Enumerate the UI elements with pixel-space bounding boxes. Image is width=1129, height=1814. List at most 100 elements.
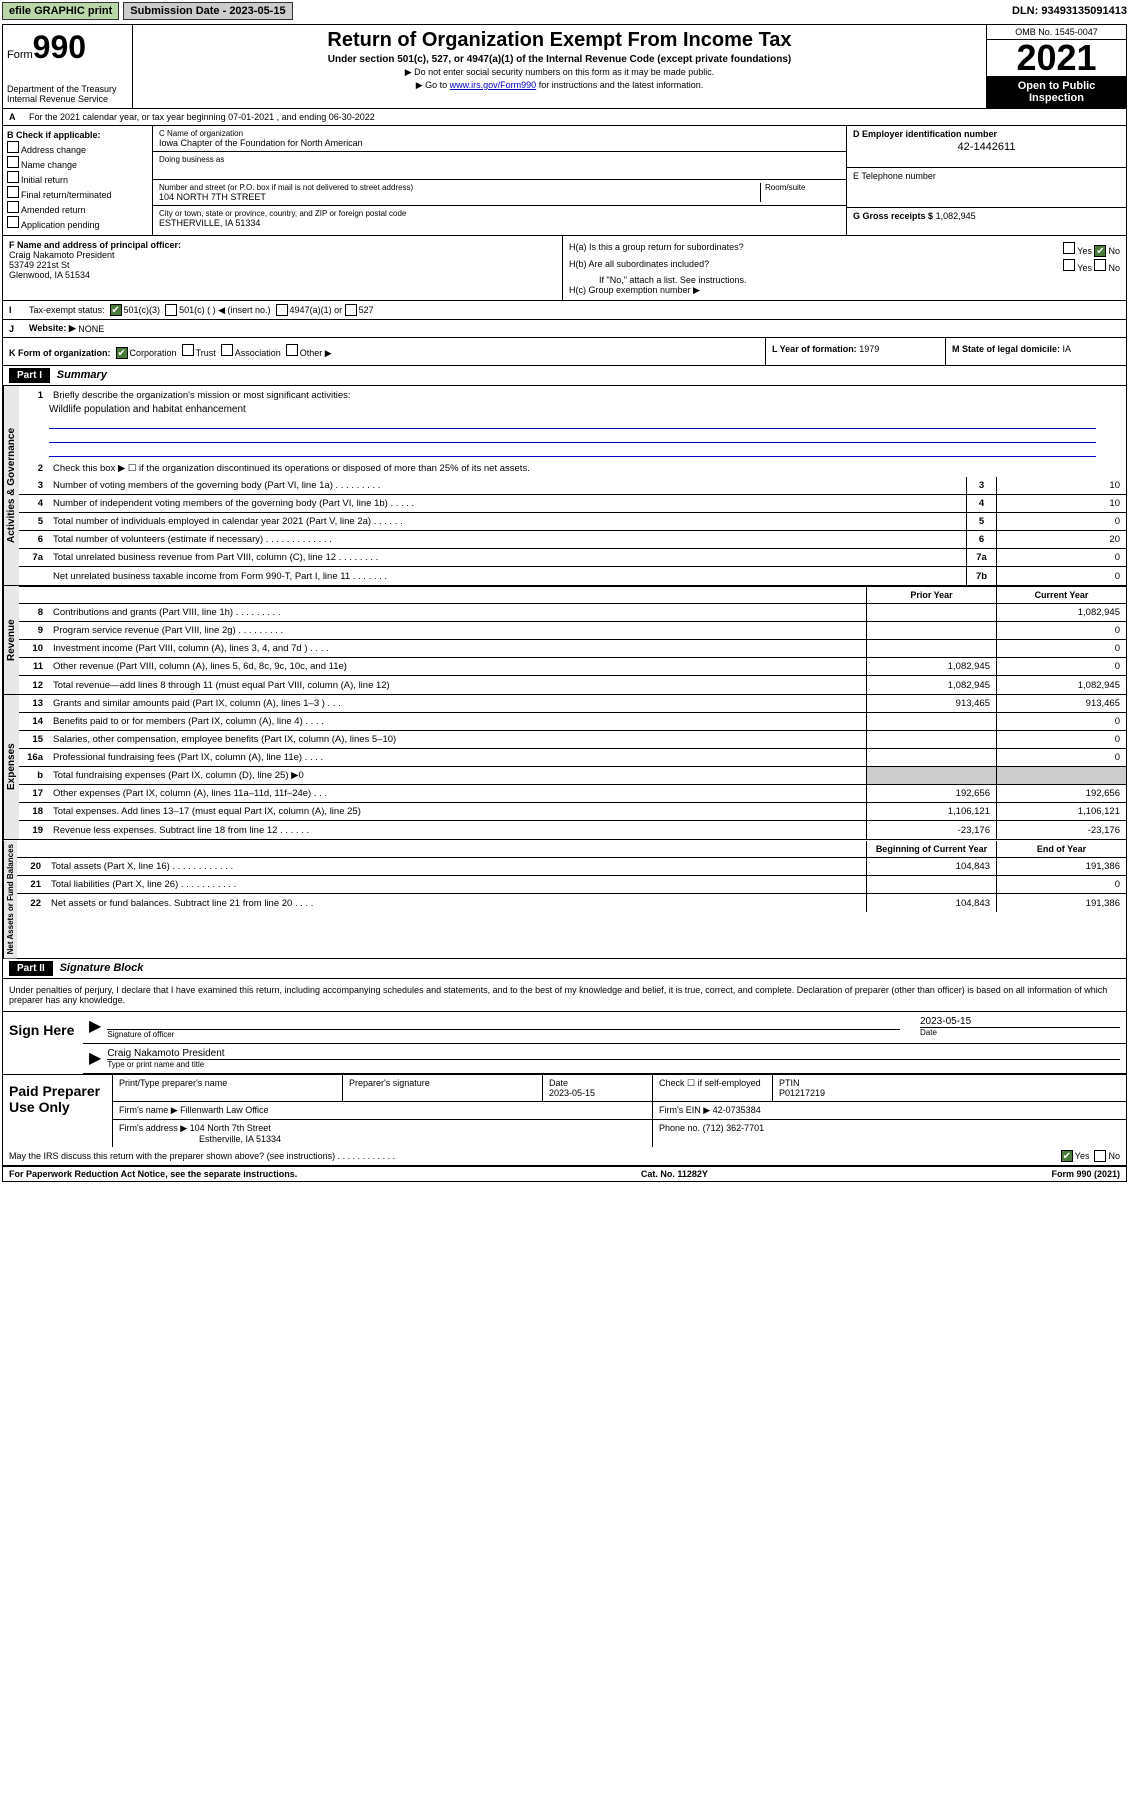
summary-line: 17Other expenses (Part IX, column (A), l… [19, 785, 1126, 803]
section-fh: F Name and address of principal officer:… [3, 236, 1126, 301]
page-footer: For Paperwork Reduction Act Notice, see … [3, 1166, 1126, 1181]
vlabel-exp: Expenses [3, 695, 19, 839]
vlabel-net: Net Assets or Fund Balances [3, 840, 17, 958]
chk-address[interactable]: Address change [7, 141, 148, 155]
form-990: Form990 Department of the Treasury Inter… [2, 24, 1127, 1182]
summary-line: 11Other revenue (Part VIII, column (A), … [19, 658, 1126, 676]
org-name: Iowa Chapter of the Foundation for North… [159, 138, 840, 148]
note-ssn: ▶ Do not enter social security numbers o… [137, 67, 982, 78]
officer-printed: Craig Nakamoto President [107, 1048, 1120, 1060]
chk-initial[interactable]: Initial return [7, 171, 148, 185]
firm-addr: 104 North 7th Street [190, 1123, 271, 1133]
vlabel-gov: Activities & Governance [3, 386, 19, 585]
section-l: L Year of formation: 1979 [766, 338, 946, 365]
room-suite: Room/suite [760, 183, 840, 202]
summary-line: 22Net assets or fund balances. Subtract … [17, 894, 1126, 912]
chk-501c[interactable] [165, 304, 177, 316]
section-i: I Tax-exempt status: ✔501(c)(3) 501(c) (… [3, 301, 1126, 320]
section-k: K Form of organization: ✔Corporation Tru… [3, 338, 766, 365]
dln-label: DLN: 93493135091413 [1012, 5, 1127, 17]
chk-final[interactable]: Final return/terminated [7, 186, 148, 200]
summary-line: Net unrelated business taxable income fr… [19, 567, 1126, 585]
form-header: Form990 Department of the Treasury Inter… [3, 25, 1126, 109]
section-f: F Name and address of principal officer:… [3, 236, 563, 300]
summary-line: 20Total assets (Part X, line 16) . . . .… [17, 858, 1126, 876]
chk-yes[interactable]: ✔ [1061, 1150, 1073, 1162]
chk-no[interactable] [1094, 1150, 1106, 1162]
tax-year: 2021 [987, 40, 1126, 76]
chk-527[interactable] [345, 304, 357, 316]
summary-line: 4Number of independent voting members of… [19, 495, 1126, 513]
chk-name[interactable]: Name change [7, 156, 148, 170]
website-value: NONE [78, 324, 104, 334]
declaration: Under penalties of perjury, I declare th… [3, 979, 1126, 1011]
summary-line: 12Total revenue—add lines 8 through 11 (… [19, 676, 1126, 694]
summary-line: 5Total number of individuals employed in… [19, 513, 1126, 531]
section-h: H(a) Is this a group return for subordin… [563, 236, 1126, 300]
summary-line: 3Number of voting members of the governi… [19, 477, 1126, 495]
org-address: 104 NORTH 7TH STREET [159, 192, 760, 202]
dept-label: Department of the Treasury [7, 84, 128, 94]
irs-link[interactable]: www.irs.gov/Form990 [450, 80, 537, 90]
chk-assoc[interactable] [221, 344, 233, 356]
chk-501c3[interactable]: ✔ [110, 304, 122, 316]
section-j: J Website: ▶ NONE [3, 320, 1126, 338]
ein-value: 42-1442611 [853, 141, 1120, 153]
submission-button[interactable]: Submission Date - 2023-05-15 [123, 2, 292, 20]
chk-pending[interactable]: Application pending [7, 216, 148, 230]
ptin-value: P01217219 [779, 1088, 1120, 1098]
summary-governance: Activities & Governance 1Briefly describ… [3, 386, 1126, 586]
summary-expenses: Expenses 13Grants and similar amounts pa… [3, 695, 1126, 840]
firm-ein: 42-0735384 [713, 1105, 761, 1115]
line-a: AFor the 2021 calendar year, or tax year… [3, 109, 1126, 126]
summary-line: 14Benefits paid to or for members (Part … [19, 713, 1126, 731]
arrow-icon: ▶ [89, 1048, 101, 1069]
form-title: Return of Organization Exempt From Incom… [137, 29, 982, 52]
section-abcdeg: B Check if applicable: Address change Na… [3, 126, 1126, 236]
summary-line: 10Investment income (Part VIII, column (… [19, 640, 1126, 658]
toolbar: efile GRAPHIC print Submission Date - 20… [0, 0, 1129, 22]
chk-amended[interactable]: Amended return [7, 201, 148, 215]
form-subtitle: Under section 501(c), 527, or 4947(a)(1)… [137, 54, 982, 65]
section-m: M State of legal domicile: IA [946, 338, 1126, 365]
gross-receipts: 1,082,945 [936, 211, 976, 221]
summary-line: 7aTotal unrelated business revenue from … [19, 549, 1126, 567]
irs-label: Internal Revenue Service [7, 94, 128, 104]
summary-line: 15Salaries, other compensation, employee… [19, 731, 1126, 749]
section-klm: K Form of organization: ✔Corporation Tru… [3, 338, 1126, 366]
header-mid: Return of Organization Exempt From Incom… [133, 25, 986, 108]
summary-line: 13Grants and similar amounts paid (Part … [19, 695, 1126, 713]
officer-name: Craig Nakamoto President [9, 250, 556, 260]
vlabel-rev: Revenue [3, 586, 19, 694]
chk-corp[interactable]: ✔ [116, 347, 128, 359]
sign-here-row: Sign Here ▶ Signature of officer 2023-05… [3, 1011, 1126, 1074]
summary-line: bTotal fundraising expenses (Part IX, co… [19, 767, 1126, 785]
mission-text: Wildlife population and habitat enhancem… [49, 404, 1096, 415]
summary-line: 18Total expenses. Add lines 13–17 (must … [19, 803, 1126, 821]
section-b: B Check if applicable: Address change Na… [3, 126, 153, 235]
part2-header: Part II Signature Block [3, 959, 1126, 979]
summary-revenue: Revenue Prior Year Current Year 8Contrib… [3, 586, 1126, 695]
summary-line: 8Contributions and grants (Part VIII, li… [19, 604, 1126, 622]
paid-preparer: Paid Preparer Use Only Print/Type prepar… [3, 1074, 1126, 1147]
form-label: Form [7, 49, 33, 61]
header-left: Form990 Department of the Treasury Inter… [3, 25, 133, 108]
may-irs-discuss: May the IRS discuss this return with the… [3, 1147, 1126, 1166]
summary-line: 16aProfessional fundraising fees (Part I… [19, 749, 1126, 767]
note-link: ▶ Go to www.irs.gov/Form990 for instruct… [137, 80, 982, 91]
firm-phone: (712) 362-7701 [703, 1123, 765, 1133]
section-c: C Name of organization Iowa Chapter of t… [153, 126, 846, 235]
summary-net: Net Assets or Fund Balances Beginning of… [3, 840, 1126, 959]
section-deg: D Employer identification number 42-1442… [846, 126, 1126, 235]
group-exemption: H(c) Group exemption number ▶ [569, 285, 1120, 296]
summary-line: 21Total liabilities (Part X, line 26) . … [17, 876, 1126, 894]
chk-4947[interactable] [276, 304, 288, 316]
chk-other[interactable] [286, 344, 298, 356]
header-right: OMB No. 1545-0047 2021 Open to Public In… [986, 25, 1126, 108]
chk-trust[interactable] [182, 344, 194, 356]
summary-line: 9Program service revenue (Part VIII, lin… [19, 622, 1126, 640]
form-number: 990 [33, 29, 86, 65]
summary-line: 19Revenue less expenses. Subtract line 1… [19, 821, 1126, 839]
arrow-icon: ▶ [89, 1016, 101, 1039]
efile-button[interactable]: efile GRAPHIC print [2, 2, 119, 20]
